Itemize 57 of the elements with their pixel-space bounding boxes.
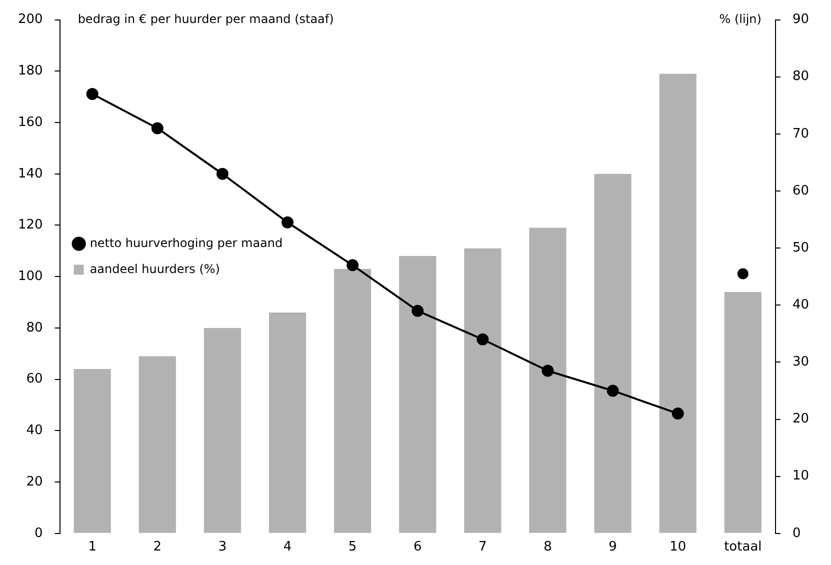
y2-tick-label: 90 xyxy=(792,12,810,28)
y-tick-label: 40 xyxy=(26,423,43,438)
x-tick-label: 3 xyxy=(218,540,227,555)
y2-tick-label: 40 xyxy=(792,298,810,313)
y2-tick-label: 0 xyxy=(792,526,801,541)
x-tick-label: 7 xyxy=(478,540,487,555)
y2-tick-label: 10 xyxy=(792,468,810,484)
point xyxy=(346,259,359,272)
x-tick-label: 1 xyxy=(88,540,96,555)
bar xyxy=(594,174,632,533)
point xyxy=(412,304,424,317)
y-tick-label: 160 xyxy=(18,114,43,130)
bar xyxy=(724,292,762,533)
x-tick-label: 10 xyxy=(670,540,686,555)
y-axis-title: bedrag in € per huurder per maand (staaf) xyxy=(78,12,334,26)
point xyxy=(151,122,164,134)
x-tick-label: 6 xyxy=(413,540,422,555)
x-tick-label: 9 xyxy=(608,540,617,555)
y-tick-label: 180 xyxy=(18,64,43,79)
legend-label: netto huurverhoging per maand xyxy=(90,236,283,250)
y-tick-label: 0 xyxy=(34,526,43,541)
point xyxy=(476,333,489,346)
y2-tick-label: 60 xyxy=(792,183,810,198)
bar xyxy=(138,356,176,533)
y2-axis-title: % (lijn) xyxy=(719,12,762,26)
y-tick-label: 120 xyxy=(18,218,43,233)
point xyxy=(606,384,619,397)
y-tick-label: 20 xyxy=(26,474,43,490)
point xyxy=(216,168,228,180)
y2-tick-label: 50 xyxy=(792,240,810,256)
x-tick-label: 5 xyxy=(348,540,357,555)
y-tick-label: 60 xyxy=(26,372,43,387)
bar xyxy=(268,312,306,533)
bar xyxy=(334,268,372,533)
point xyxy=(282,216,294,228)
bar xyxy=(529,228,566,533)
bar xyxy=(74,369,111,533)
y2-tick-label: 20 xyxy=(792,412,810,427)
y2-tick-label: 80 xyxy=(792,69,810,84)
point xyxy=(672,408,684,420)
x-tick-label: 2 xyxy=(153,540,162,555)
point xyxy=(542,364,554,377)
y-tick-label: 140 xyxy=(18,166,43,182)
x-tick-label: 8 xyxy=(544,540,552,555)
y-tick-label: 200 xyxy=(18,12,43,28)
x-tick-label: 4 xyxy=(283,540,292,555)
y2-tick-label: 70 xyxy=(792,126,810,142)
bar xyxy=(659,74,696,533)
point xyxy=(86,88,98,100)
y2-tick-label: 30 xyxy=(792,354,810,370)
legend-label: aandeel huurders (%) xyxy=(90,262,220,276)
bar xyxy=(399,256,436,533)
bar xyxy=(204,328,241,533)
y-tick-label: 80 xyxy=(26,320,43,336)
x-tick-label: totaal xyxy=(724,540,762,555)
y-tick-label: 100 xyxy=(18,268,43,284)
bar xyxy=(464,248,502,533)
